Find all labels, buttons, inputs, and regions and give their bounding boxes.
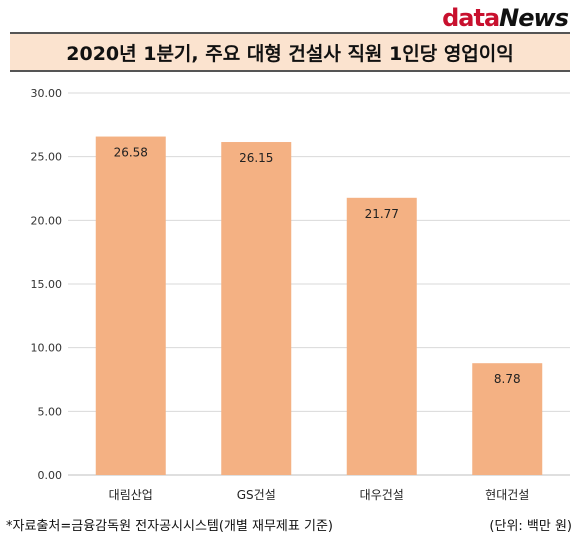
bar	[346, 197, 417, 475]
y-tick-label: 0.00	[38, 469, 63, 482]
y-tick-label: 15.00	[31, 278, 63, 291]
data-label: 8.78	[494, 372, 521, 386]
chart-title: 2020년 1분기, 주요 대형 건설사 직원 1인당 영업이익	[66, 42, 514, 65]
data-label: 26.15	[239, 151, 273, 165]
y-tick-label: 5.00	[38, 405, 63, 418]
bar	[221, 142, 292, 476]
bar-chart: 0.00 5.00 10.00 15.00 20.00 25.00 30.00 26.58 대림…	[31, 87, 570, 502]
y-tick-label: 30.00	[31, 87, 63, 100]
y-tick-label: 20.00	[31, 214, 63, 227]
bar	[472, 363, 543, 475]
x-tick-label: GS건설	[237, 488, 276, 502]
x-tick-label: 대우건설	[360, 488, 404, 502]
y-tick-label: 10.00	[31, 342, 63, 355]
brand-logo-part2: News	[499, 4, 569, 32]
x-tick-label: 대림산업	[109, 488, 153, 502]
data-label: 26.58	[114, 146, 148, 160]
bar	[95, 136, 166, 475]
brand-logo: dataNews	[442, 4, 569, 32]
data-label: 21.77	[365, 207, 399, 221]
y-tick-label: 25.00	[31, 151, 63, 164]
brand-logo-part1: data	[442, 4, 500, 32]
source-note: *자료출처=금융감독원 전자공시시스템(개별 재무제표 기준)	[6, 519, 333, 534]
unit-note: (단위: 백만 원)	[489, 519, 572, 534]
x-tick-label: 현대건설	[485, 488, 529, 502]
title-bar: 2020년 1분기, 주요 대형 건설사 직원 1인당 영업이익	[10, 32, 570, 72]
